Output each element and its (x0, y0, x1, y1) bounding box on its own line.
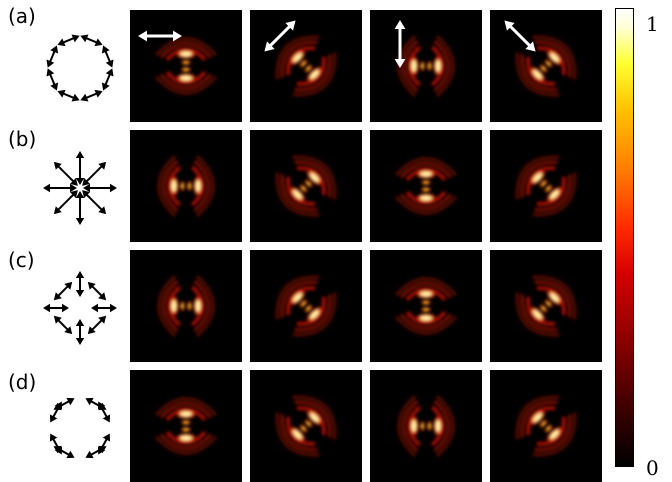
vertical-polarizer-icon (394, 20, 406, 68)
row-label-a: (a) (8, 4, 36, 28)
intensity-pattern (370, 370, 482, 482)
intensity-pattern (490, 370, 602, 482)
colorbar-min-label: 0 (646, 456, 659, 480)
intensity-pattern (130, 10, 242, 122)
intensity-pattern (370, 10, 482, 122)
azimuthal-polarization-icon (46, 34, 114, 102)
antidiagonal-polarizer-icon (504, 20, 536, 52)
intensity-pattern (490, 250, 602, 362)
row-label-d: (d) (8, 370, 37, 394)
square-vortex-polarization-icon (49, 397, 111, 459)
intensity-pattern (130, 370, 242, 482)
horizontal-polarizer-icon (138, 30, 182, 42)
intensity-pattern (250, 250, 362, 362)
hybrid-polarization-icon (43, 271, 117, 345)
intensity-pattern (250, 130, 362, 242)
intensity-pattern (490, 10, 602, 122)
intensity-pattern (130, 130, 242, 242)
row-label-c: (c) (8, 248, 35, 272)
intensity-pattern (250, 370, 362, 482)
row-label-b: (b) (8, 127, 37, 151)
intensity-pattern (370, 130, 482, 242)
intensity-pattern (490, 130, 602, 242)
intensity-pattern (370, 250, 482, 362)
colorbar (615, 8, 634, 467)
colorbar-max-label: 1 (646, 12, 659, 36)
diagonal-polarizer-icon (264, 20, 296, 52)
radial-polarization-icon (43, 151, 117, 225)
intensity-pattern (250, 10, 362, 122)
intensity-pattern (130, 250, 242, 362)
